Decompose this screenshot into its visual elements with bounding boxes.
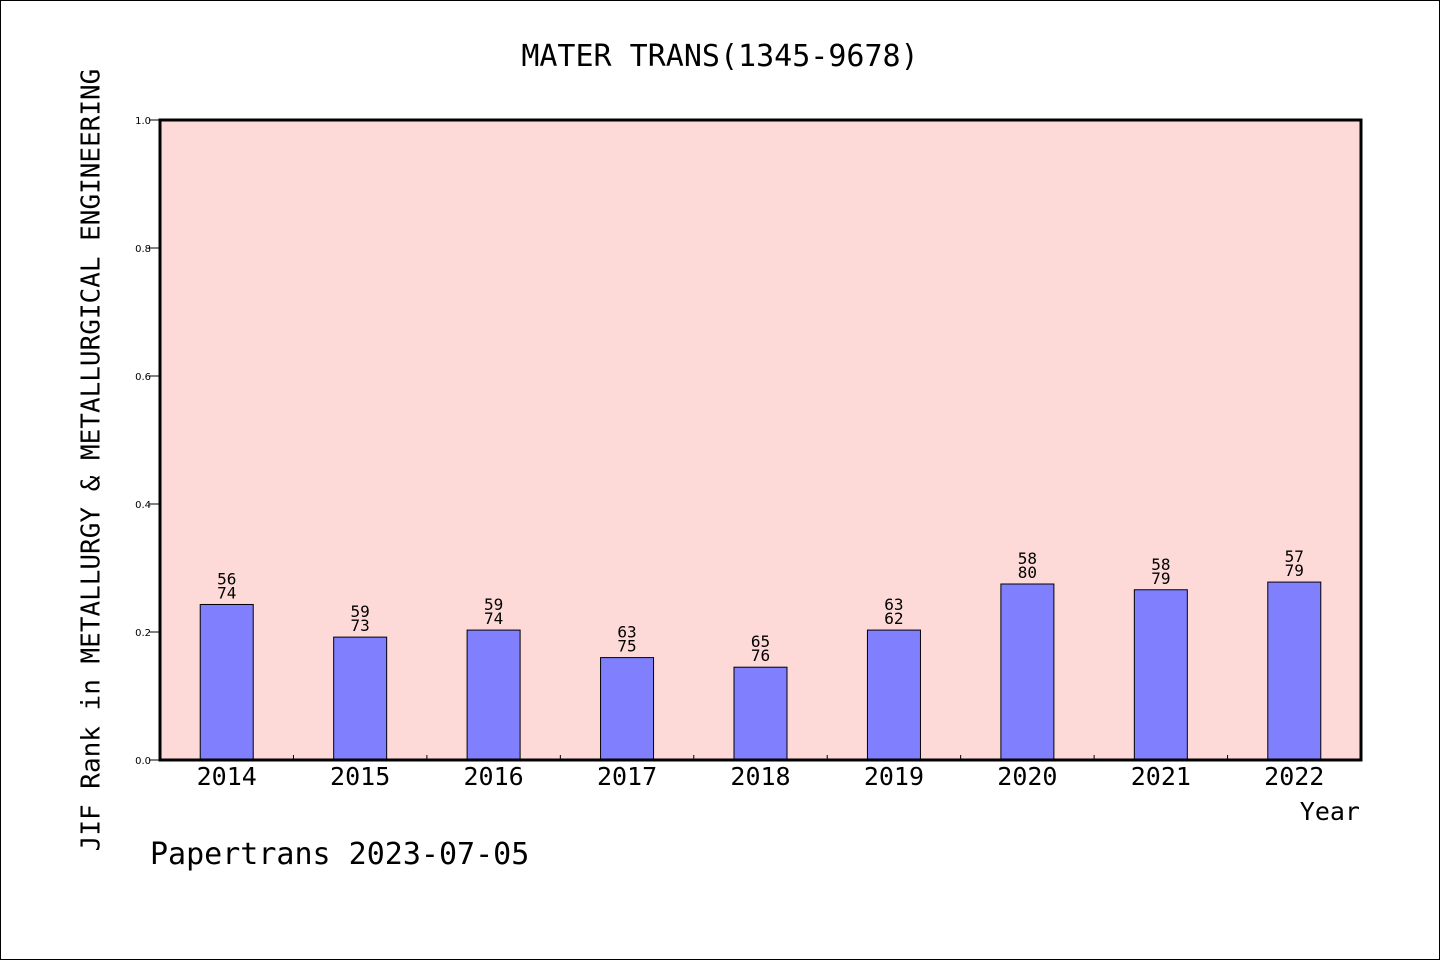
y-tick-label-1.0: 1.0: [135, 116, 151, 127]
bar-label-total-2019: 62: [884, 609, 903, 628]
x-axis-label: Year: [1300, 797, 1360, 826]
bar-2016: [466, 629, 521, 761]
x-tick-label-2014: 2014: [197, 762, 257, 791]
bar-label-rank-2015: 59: [351, 602, 370, 621]
y-tick-label-0.4: 0.4: [135, 500, 151, 511]
bar-2015: [333, 636, 388, 761]
bar-label-rank-2020: 58: [1018, 549, 1037, 568]
y-tick-label-0.2: 0.2: [135, 628, 151, 639]
bar-2014: [199, 603, 254, 761]
bar-label-total-2015: 73: [351, 616, 370, 635]
bar-2017: [600, 657, 655, 761]
y-tick-label-0.8: 0.8: [135, 244, 151, 255]
x-tick-label-2017: 2017: [597, 762, 657, 791]
y-tick-label-0.0: 0.0: [135, 756, 151, 767]
bar-label-rank-2019: 63: [884, 595, 903, 614]
y-axis-label: JIF Rank in METALLURGY & METALLURGICAL E…: [77, 69, 107, 852]
x-tick-label-2018: 2018: [730, 762, 790, 791]
chart-title: MATER TRANS(1345-9678): [521, 39, 918, 74]
x-tick-label-2016: 2016: [464, 762, 524, 791]
plot-border: [158, 118, 1363, 762]
y-tick-label-0.6: 0.6: [135, 372, 151, 383]
bar-2022: [1267, 581, 1322, 761]
footer-source-date: Papertrans 2023-07-05: [150, 837, 529, 872]
x-tick-label-2022: 2022: [1264, 762, 1324, 791]
x-tick-label-2020: 2020: [997, 762, 1057, 791]
x-tick-group: 2014 2015 2016 2017 2018 2019 2020 2021 2022: [197, 755, 1324, 791]
bar-label-rank-2022: 57: [1285, 547, 1304, 566]
bar-label-total-2021: 79: [1151, 569, 1170, 588]
bar-label-total-2014: 74: [217, 583, 236, 602]
bar-label-total-2022: 79: [1285, 561, 1304, 580]
bar-label-total-2016: 74: [484, 609, 503, 628]
bar-2018: [733, 666, 788, 761]
bar-label-rank-2016: 59: [484, 595, 503, 614]
x-tick-label-2021: 2021: [1131, 762, 1191, 791]
bar-label-rank-2017: 63: [617, 623, 636, 642]
bar-label-total-2017: 75: [617, 637, 636, 656]
bar-label-rank-2018: 65: [751, 632, 770, 651]
bar-2021: [1133, 589, 1188, 761]
bar-label-total-2018: 76: [751, 646, 770, 665]
bar-label-rank-2014: 56: [217, 569, 236, 588]
bars-group: [199, 581, 1322, 761]
x-tick-label-2019: 2019: [864, 762, 924, 791]
bar-2019: [866, 629, 921, 761]
bar-label-total-2020: 80: [1018, 563, 1037, 582]
bar-2020: [1000, 583, 1055, 761]
y-tick-group: 0.0 0.2 0.4 0.6 0.8 1.0: [135, 116, 160, 767]
x-tick-label-2015: 2015: [330, 762, 390, 791]
bar-label-rank-2021: 58: [1151, 555, 1170, 574]
